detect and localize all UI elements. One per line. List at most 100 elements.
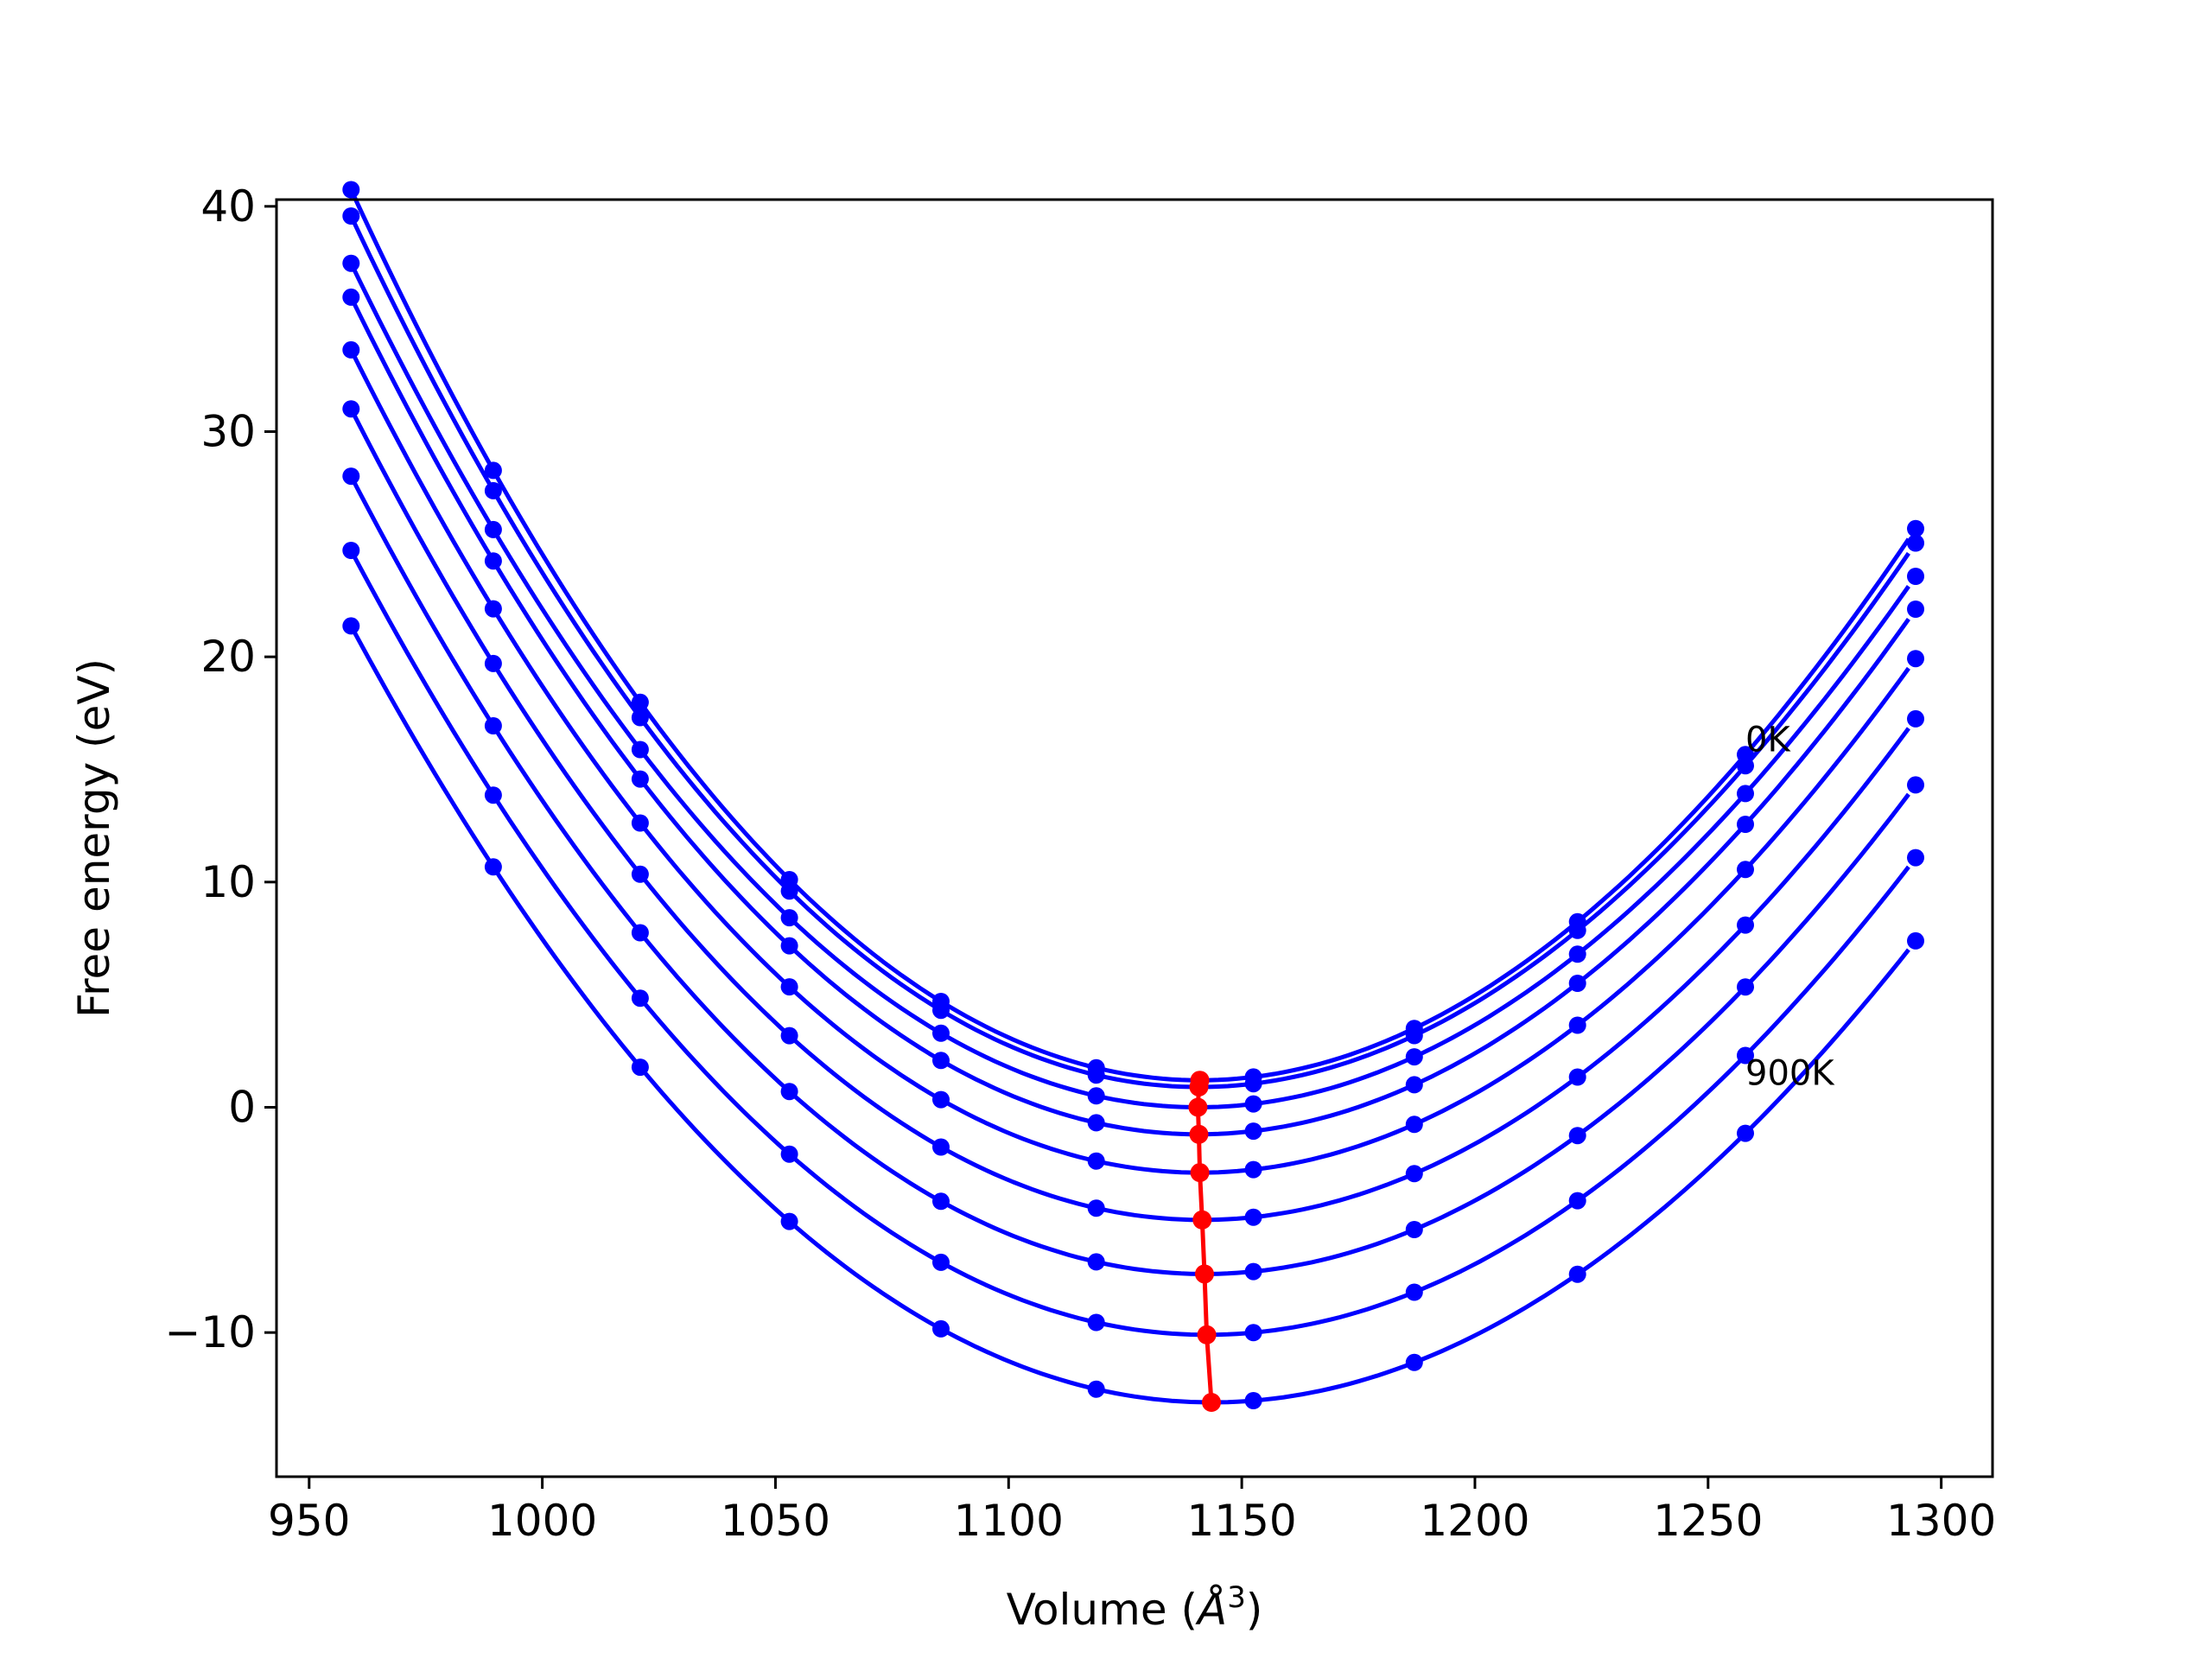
fit-curve-1 bbox=[349, 188, 1910, 1083]
data-points-layer bbox=[342, 181, 1924, 1409]
data-point-9-4 bbox=[780, 1212, 798, 1230]
data-point-5-9 bbox=[1568, 1016, 1586, 1034]
minimum-point-5 bbox=[1190, 1163, 1210, 1183]
data-point-1-11 bbox=[1907, 519, 1924, 537]
data-point-3-6 bbox=[1087, 1087, 1105, 1105]
data-point-7-9 bbox=[1568, 1127, 1586, 1145]
data-point-4-3 bbox=[631, 770, 649, 788]
fit-curve-8 bbox=[349, 549, 1910, 1338]
data-point-4-11 bbox=[1907, 601, 1924, 618]
y-tick-label-20: 20 bbox=[200, 632, 256, 682]
data-point-8-9 bbox=[1568, 1192, 1586, 1210]
data-point-6-3 bbox=[631, 865, 649, 883]
data-point-6-10 bbox=[1737, 916, 1754, 934]
data-point-5-11 bbox=[1907, 650, 1924, 668]
data-point-7-1 bbox=[342, 467, 360, 486]
data-point-7-5 bbox=[932, 1192, 950, 1211]
fit-curve-3 bbox=[349, 262, 1910, 1109]
data-point-5-3 bbox=[631, 814, 649, 832]
data-point-4-4 bbox=[780, 937, 798, 955]
data-point-5-8 bbox=[1405, 1116, 1423, 1134]
data-point-9-7 bbox=[1244, 1392, 1262, 1409]
data-point-9-6 bbox=[1087, 1380, 1105, 1398]
y-axis-label: Free energy (eV) bbox=[69, 658, 119, 1018]
minimum-point-6 bbox=[1192, 1210, 1212, 1230]
data-point-6-9 bbox=[1568, 1068, 1586, 1086]
data-point-3-8 bbox=[1405, 1048, 1423, 1066]
data-point-8-1 bbox=[342, 542, 360, 559]
data-point-4-9 bbox=[1568, 975, 1586, 992]
temperature-label-2: 900K bbox=[1745, 1053, 1835, 1093]
data-point-7-7 bbox=[1244, 1262, 1262, 1281]
data-point-5-10 bbox=[1737, 861, 1754, 879]
data-point-4-8 bbox=[1405, 1076, 1423, 1094]
data-point-6-6 bbox=[1087, 1199, 1105, 1217]
data-point-3-9 bbox=[1568, 945, 1586, 963]
data-point-2-2 bbox=[484, 481, 502, 499]
axes-frame bbox=[275, 198, 1994, 1478]
data-point-1-2 bbox=[484, 461, 502, 480]
data-point-8-2 bbox=[484, 786, 502, 804]
minima-layer bbox=[1188, 1071, 1221, 1412]
data-point-5-7 bbox=[1244, 1160, 1262, 1179]
fit-curve-5 bbox=[349, 348, 1910, 1175]
data-point-7-4 bbox=[780, 1083, 798, 1101]
x-tick-label-1050: 1050 bbox=[721, 1496, 830, 1546]
data-point-1-1 bbox=[342, 181, 360, 199]
data-point-2-9 bbox=[1568, 921, 1586, 939]
fit-curve-2 bbox=[349, 214, 1910, 1090]
data-point-9-5 bbox=[932, 1319, 950, 1338]
x-axis-ticks: 950 1000 1050 1100 1150 1200 1250 1300 bbox=[268, 1477, 1996, 1546]
data-point-2-6 bbox=[1087, 1066, 1105, 1084]
y-tick-label-30: 30 bbox=[200, 406, 256, 456]
x-axis-label: Volume (Å3) bbox=[1007, 1580, 1263, 1635]
data-point-6-1 bbox=[342, 400, 360, 418]
data-point-3-11 bbox=[1907, 568, 1924, 585]
data-point-9-10 bbox=[1737, 1124, 1754, 1142]
data-point-6-11 bbox=[1907, 709, 1924, 728]
x-tick-label-1250: 1250 bbox=[1653, 1496, 1763, 1546]
data-point-9-2 bbox=[484, 858, 502, 876]
minimum-point-2 bbox=[1189, 1077, 1209, 1096]
data-point-2-1 bbox=[342, 207, 360, 225]
data-point-3-1 bbox=[342, 254, 360, 272]
data-point-9-8 bbox=[1405, 1353, 1423, 1371]
minimum-point-8 bbox=[1197, 1325, 1217, 1344]
y-tick-label--10: −10 bbox=[164, 1307, 256, 1357]
data-point-6-2 bbox=[484, 654, 502, 672]
data-point-2-3 bbox=[631, 709, 649, 727]
data-point-8-6 bbox=[1087, 1313, 1105, 1332]
data-point-5-2 bbox=[484, 600, 502, 618]
data-point-2-8 bbox=[1405, 1027, 1423, 1045]
data-point-7-10 bbox=[1737, 978, 1754, 996]
data-point-8-4 bbox=[780, 1145, 798, 1163]
data-point-1-3 bbox=[631, 693, 649, 711]
y-tick-label-0: 0 bbox=[228, 1083, 256, 1133]
data-point-4-10 bbox=[1737, 816, 1754, 833]
data-point-5-4 bbox=[780, 978, 798, 996]
fit-curve-7 bbox=[349, 474, 1910, 1276]
data-point-7-2 bbox=[484, 717, 502, 734]
fit-curve-6 bbox=[349, 408, 1910, 1223]
data-point-4-7 bbox=[1244, 1122, 1262, 1141]
data-point-2-7 bbox=[1244, 1075, 1262, 1093]
data-point-7-8 bbox=[1405, 1221, 1423, 1238]
minimum-point-7 bbox=[1195, 1264, 1214, 1284]
data-point-2-4 bbox=[780, 882, 798, 900]
x-tick-label-1100: 1100 bbox=[954, 1496, 1064, 1546]
data-point-8-10 bbox=[1737, 1046, 1754, 1065]
data-point-9-11 bbox=[1907, 931, 1924, 950]
data-point-3-7 bbox=[1244, 1095, 1262, 1113]
y-tick-label-40: 40 bbox=[200, 181, 256, 232]
data-point-3-10 bbox=[1737, 785, 1754, 803]
minimum-point-3 bbox=[1188, 1097, 1208, 1117]
fit-curve-9 bbox=[349, 625, 1910, 1405]
data-point-4-2 bbox=[484, 552, 502, 570]
data-point-3-2 bbox=[484, 520, 502, 538]
data-point-8-3 bbox=[631, 989, 649, 1007]
annotations-layer: 0K 900K bbox=[1745, 721, 1835, 1094]
data-point-6-4 bbox=[780, 1027, 798, 1045]
data-point-4-6 bbox=[1087, 1114, 1105, 1132]
